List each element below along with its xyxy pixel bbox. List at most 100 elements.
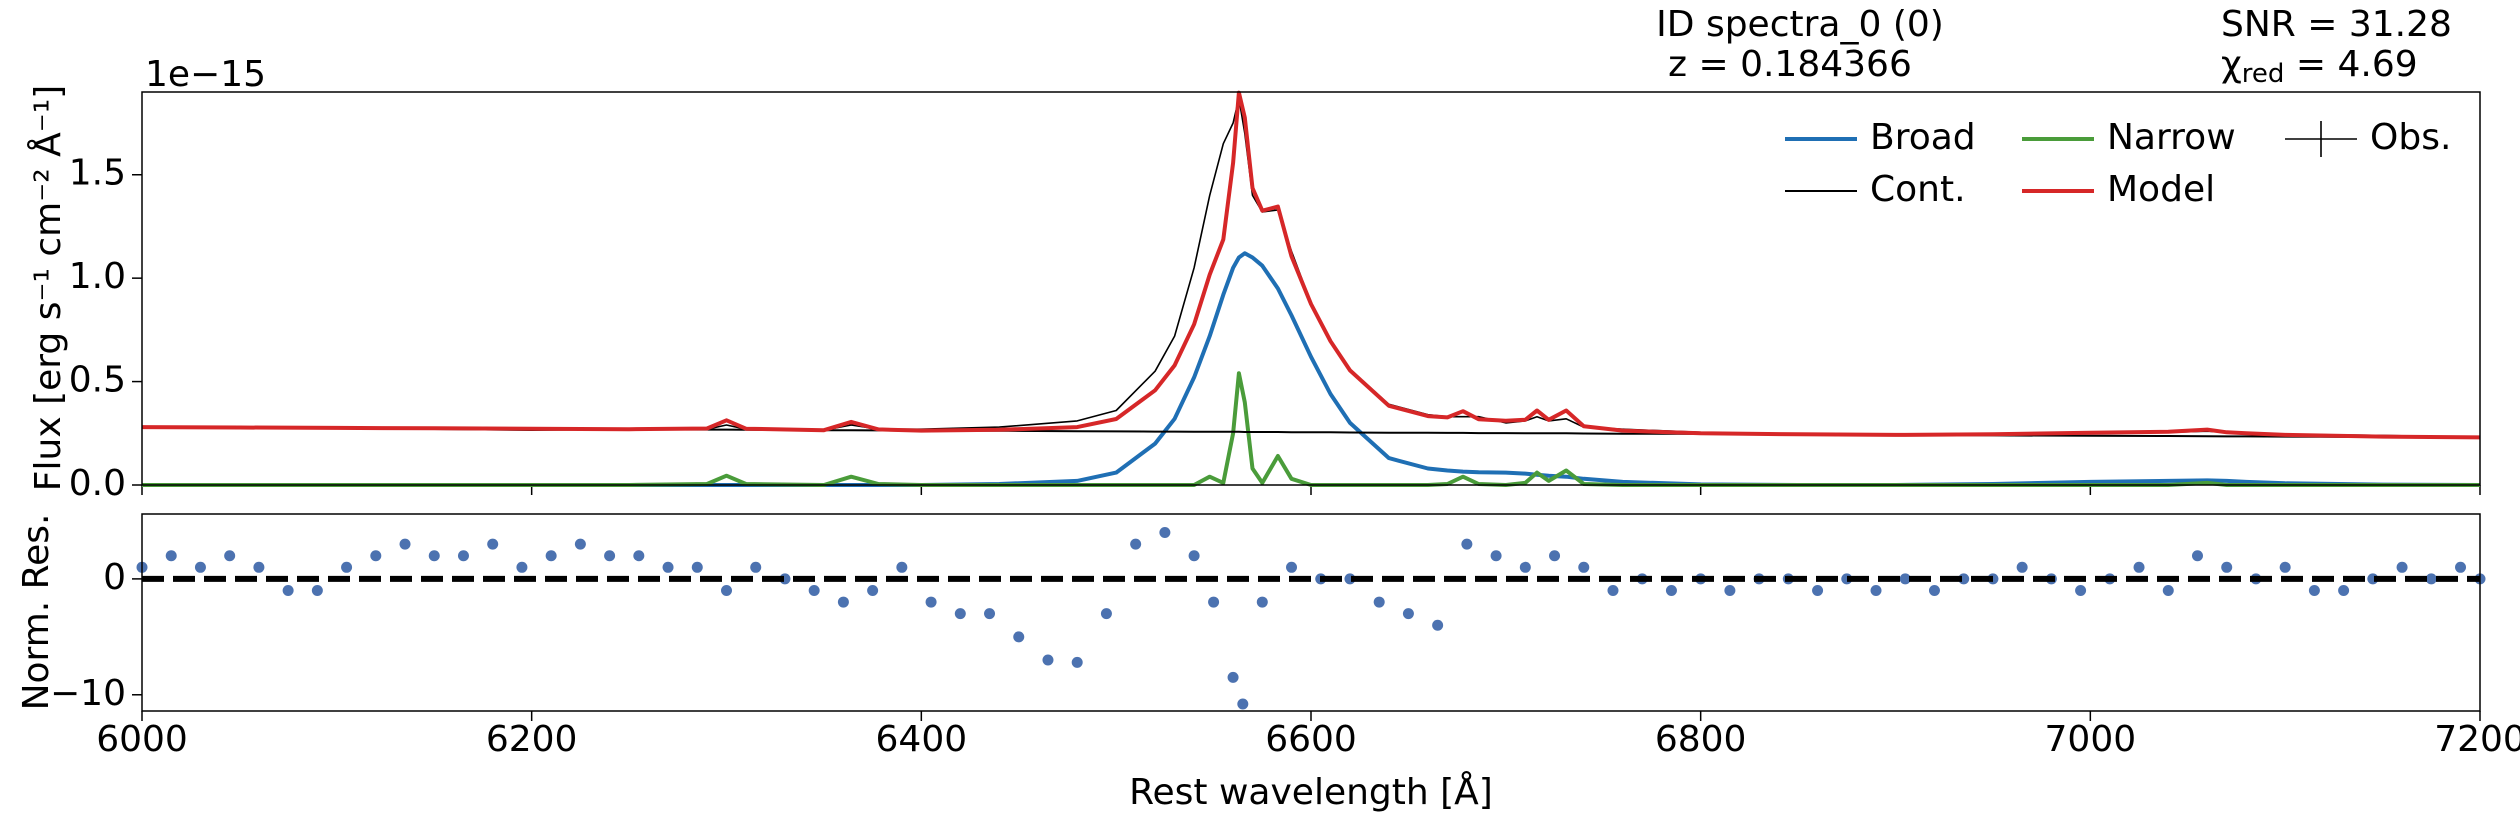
point	[2425, 573, 2437, 585]
point	[282, 584, 294, 596]
point	[1578, 561, 1590, 573]
point	[2279, 561, 2291, 573]
point	[1402, 608, 1414, 620]
point	[750, 561, 762, 573]
point	[808, 584, 820, 596]
point	[2133, 561, 2145, 573]
x-tick-label: 6200	[486, 719, 578, 760]
chi-value: = 4.69	[2284, 44, 2417, 85]
point	[954, 608, 966, 620]
point	[837, 596, 849, 608]
y-tick-label: 0	[103, 557, 126, 598]
point	[1870, 584, 1882, 596]
legend-label: Cont.	[1870, 169, 1966, 210]
point	[925, 596, 937, 608]
point	[487, 538, 499, 550]
point	[165, 550, 177, 562]
point	[341, 561, 353, 573]
point	[1100, 608, 1112, 620]
x-tick-label: 6600	[1265, 719, 1357, 760]
point	[1042, 654, 1054, 666]
point	[1130, 538, 1142, 550]
point	[2338, 584, 2350, 596]
y-axis-label: Flux [erg s⁻¹ cm⁻² Å⁻¹]	[26, 85, 69, 491]
point	[1549, 550, 1561, 562]
chi-subscript: red	[2242, 59, 2285, 89]
point	[311, 584, 323, 596]
point	[1188, 550, 1200, 562]
legend-label: Model	[2107, 169, 2215, 210]
x-tick-label: 6000	[96, 719, 188, 760]
point	[1724, 584, 1736, 596]
point	[1286, 561, 1298, 573]
point	[2016, 561, 2028, 573]
point	[604, 550, 616, 562]
point	[691, 561, 703, 573]
offset-text: 1e−15	[145, 54, 266, 95]
point	[2191, 550, 2203, 562]
point	[574, 538, 586, 550]
point	[516, 561, 528, 573]
x-tick-label: 7000	[2045, 719, 2137, 760]
y-tick-label: 0.5	[69, 360, 126, 401]
y-tick-label: −10	[50, 673, 126, 714]
y-tick-label: 1.0	[69, 256, 126, 297]
x-axis-label: Rest wavelength [Å]	[1129, 770, 1493, 813]
point	[1461, 538, 1473, 550]
series-line	[142, 251, 2481, 487]
point	[1665, 584, 1677, 596]
point	[1227, 671, 1239, 683]
point	[1607, 584, 1619, 596]
y-tick-label: 0.0	[69, 463, 126, 504]
point	[1490, 550, 1502, 562]
point	[545, 550, 557, 562]
point	[1373, 596, 1385, 608]
legend-label: Broad	[1870, 117, 1976, 158]
point	[1256, 596, 1268, 608]
point	[1432, 619, 1444, 631]
annotation-chi: χred = 4.69	[2221, 44, 2418, 89]
point	[896, 561, 908, 573]
point	[194, 561, 206, 573]
point	[2396, 561, 2408, 573]
annotation-id: ID spectra_0 (0)	[1656, 4, 1944, 45]
y-axis-label: Norm. Res.	[16, 514, 57, 711]
point	[399, 538, 411, 550]
x-tick-label: 6800	[1655, 719, 1747, 760]
point	[1928, 584, 1940, 596]
point	[867, 584, 879, 596]
point	[1237, 698, 1249, 710]
point	[2162, 584, 2174, 596]
y-tick-label: 1.5	[69, 153, 126, 194]
x-tick-label: 7200	[2434, 719, 2520, 760]
point	[662, 561, 674, 573]
point	[2075, 584, 2087, 596]
annotation-snr: SNR = 31.28	[2221, 4, 2452, 45]
point	[2221, 561, 2233, 573]
point	[1812, 584, 1824, 596]
point	[370, 550, 382, 562]
point	[1071, 656, 1083, 668]
legend-label: Obs.	[2370, 117, 2451, 158]
axes-frame	[141, 513, 2481, 712]
annotation-z: z = 0.184366	[1668, 44, 1912, 85]
point	[1519, 561, 1531, 573]
axes-frame	[141, 91, 2481, 486]
point	[428, 550, 440, 562]
point	[2308, 584, 2320, 596]
point	[253, 561, 265, 573]
x-tick-label: 6400	[876, 719, 968, 760]
series-line	[141, 90, 2481, 440]
legend-label: Narrow	[2107, 117, 2236, 158]
point	[224, 550, 236, 562]
point	[2455, 561, 2467, 573]
point	[1208, 596, 1220, 608]
point	[1159, 527, 1171, 539]
chi-symbol: χ	[2221, 44, 2242, 85]
point	[984, 608, 996, 620]
point	[1013, 631, 1025, 643]
point	[633, 550, 645, 562]
point	[721, 584, 732, 596]
